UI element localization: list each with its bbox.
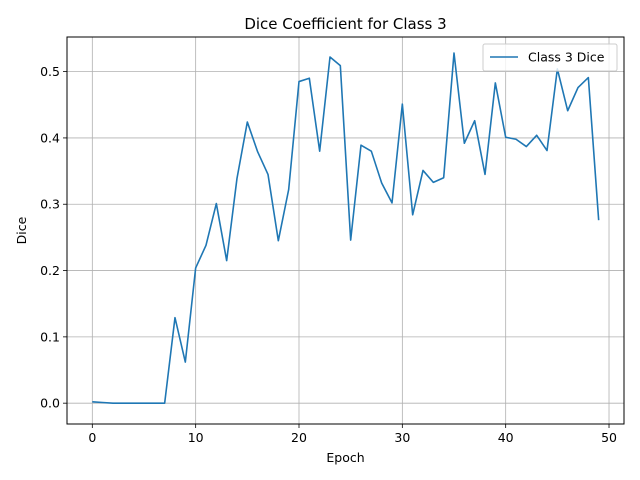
series-layer [92, 52, 600, 404]
legend-box [482, 43, 618, 72]
tick-layer: 0 10 20 30 40 50 0.0 0.1 0.2 0.3 0.4 0.5 [40, 64, 617, 445]
y-tick-label: 0.4 [40, 130, 60, 145]
x-axis-title: Epoch [326, 450, 364, 465]
x-tick-label: 40 [498, 430, 514, 445]
grid-layer [67, 37, 624, 424]
chart-title: Dice Coefficient for Class 3 [244, 15, 446, 33]
x-tick-label: 0 [88, 430, 96, 445]
series-line [92, 52, 600, 404]
plot-frame [66, 36, 625, 425]
y-tick-label: 0.2 [40, 263, 60, 278]
x-tick-label: 10 [188, 430, 204, 445]
x-tick-label: 30 [394, 430, 410, 445]
x-tick-label: 20 [291, 430, 307, 445]
y-axis-title: Dice [14, 216, 29, 244]
y-tick-label: 0.3 [40, 197, 60, 212]
y-tick-label: 0.0 [40, 396, 60, 411]
x-tick-label: 50 [601, 430, 617, 445]
legend: Class 3 Dice [482, 43, 618, 72]
legend-label: Class 3 Dice [528, 50, 605, 65]
y-tick-label: 0.5 [40, 64, 60, 79]
y-tick-label: 0.1 [40, 329, 60, 344]
